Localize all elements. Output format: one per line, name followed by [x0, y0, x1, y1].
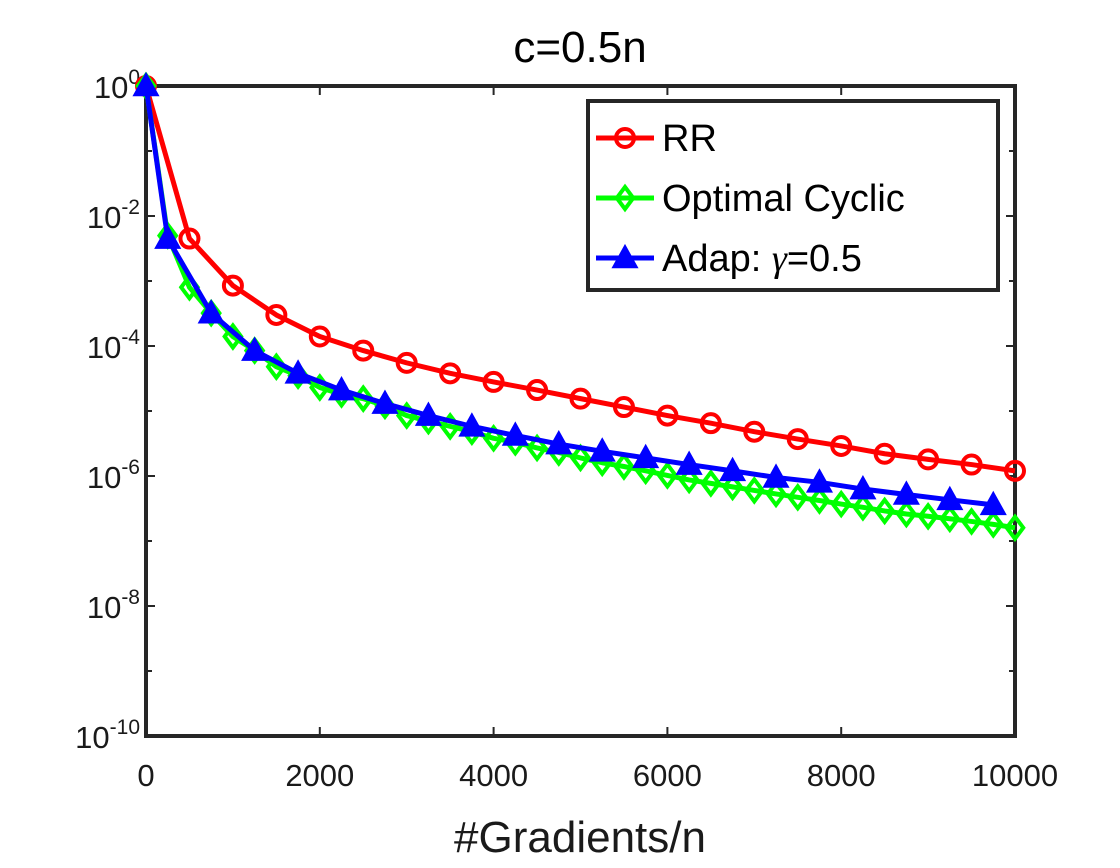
- data-point-adap: [197, 299, 225, 324]
- legend-label-adap: Adap: γ=0.5: [662, 238, 862, 280]
- data-point-rr: [1004, 459, 1026, 482]
- data-point-optimal-cyclic: [765, 479, 787, 509]
- data-point-rr: [656, 404, 679, 427]
- data-point-adap: [675, 450, 703, 475]
- data-point-adap: [762, 463, 790, 488]
- legend-label-adap-prefix: Adap:: [662, 238, 772, 280]
- y-tick-label: 100: [94, 66, 140, 105]
- data-point-adap: [241, 336, 269, 361]
- data-point-adap: [805, 468, 834, 493]
- data-point-adap: [719, 456, 747, 482]
- x-tick-label: 4000: [459, 758, 528, 793]
- data-point-rr: [308, 325, 331, 348]
- data-point-optimal-cyclic: [873, 496, 896, 526]
- data-point-adap: [284, 359, 312, 384]
- x-axis-label: #Gradients/n: [454, 813, 706, 862]
- data-point-optimal-cyclic: [526, 433, 548, 463]
- legend-marker-shape-optimal-cyclic: [614, 183, 636, 213]
- data-point-rr: [786, 428, 809, 451]
- y-tick-label: 10-6: [87, 456, 140, 495]
- x-tick-label: 10000: [972, 758, 1058, 793]
- data-point-adap: [849, 474, 877, 500]
- data-point-adap: [327, 375, 356, 401]
- data-point-optimal-cyclic: [743, 476, 766, 505]
- data-point-rr: [569, 387, 592, 410]
- data-point-rr: [178, 227, 201, 250]
- data-point-rr: [699, 412, 722, 435]
- legend-marker-adap: [611, 243, 639, 269]
- x-tick-label: 8000: [807, 758, 876, 793]
- y-tick-label: 10-8: [87, 586, 140, 625]
- data-point-optimal-cyclic: [895, 499, 918, 529]
- y-tick-label: 10-10: [75, 716, 140, 755]
- y-tick-label: 10-2: [87, 196, 140, 235]
- data-point-optimal-cyclic: [939, 504, 961, 534]
- series-layer: [132, 71, 1026, 543]
- data-point-rr: [352, 339, 375, 362]
- axis-ticks: 0 2000 4000 6000 8000 10000 100 10-2 10-4 10-6 10-…: [75, 66, 1058, 793]
- legend-marker-shape-adap: [611, 243, 639, 269]
- data-point-adap: [588, 437, 616, 462]
- data-point-adap: [154, 224, 182, 249]
- legend-label-rr: RR: [662, 118, 717, 160]
- data-point-optimal-cyclic: [808, 486, 831, 515]
- data-point-rr: [221, 274, 244, 297]
- data-point-optimal-cyclic: [656, 461, 679, 490]
- data-point-adap: [545, 429, 573, 455]
- data-point-optimal-cyclic: [721, 472, 744, 502]
- data-point-adap: [414, 401, 442, 426]
- x-tick-label: 6000: [633, 758, 702, 793]
- legend: RR Optimal Cyclic Adap: γ=0.5: [586, 99, 1000, 292]
- legend-label-adap-symbol: γ: [772, 238, 788, 280]
- data-point-rr: [482, 370, 505, 393]
- x-tick-label: 0: [137, 758, 154, 793]
- data-point-optimal-cyclic: [1004, 513, 1026, 543]
- data-point-rr: [395, 351, 418, 374]
- data-point-optimal-cyclic: [700, 469, 722, 498]
- data-point-rr: [612, 396, 635, 419]
- data-point-optimal-cyclic: [482, 423, 505, 453]
- data-point-optimal-cyclic: [222, 322, 244, 351]
- data-point-adap: [892, 480, 920, 505]
- data-point-rr: [743, 420, 766, 443]
- legend-marker-shape-rr: [614, 127, 636, 149]
- data-point-adap: [936, 485, 964, 511]
- data-point-optimal-cyclic: [678, 465, 700, 495]
- data-point-optimal-cyclic: [613, 452, 635, 481]
- data-point-adap: [501, 421, 529, 446]
- data-point-optimal-cyclic: [569, 443, 592, 473]
- data-point-rr: [265, 303, 288, 326]
- y-tick-label: 10-4: [87, 326, 140, 365]
- x-tick-label: 2000: [285, 758, 354, 793]
- legend-label-adap-suffix: =0.5: [787, 238, 862, 280]
- data-point-optimal-cyclic: [960, 507, 983, 536]
- legend-box: [586, 99, 1000, 292]
- data-point-adap: [458, 412, 486, 437]
- data-point-adap: [371, 389, 399, 414]
- legend-marker-rr: [614, 127, 636, 149]
- data-point-rr: [830, 434, 853, 457]
- legend-label-optimal-cyclic: Optimal Cyclic: [662, 178, 905, 220]
- data-point-optimal-cyclic: [830, 489, 852, 519]
- chart-title: c=0.5n: [513, 23, 646, 72]
- data-point-rr: [960, 453, 983, 476]
- data-point-optimal-cyclic: [787, 482, 809, 512]
- data-point-rr: [873, 442, 896, 465]
- data-point-rr: [917, 448, 940, 471]
- legend-marker-optimal-cyclic: [614, 183, 636, 213]
- data-point-adap: [632, 443, 660, 469]
- data-point-rr: [526, 379, 549, 402]
- data-point-adap: [132, 71, 160, 97]
- data-point-optimal-cyclic: [917, 501, 939, 531]
- data-point-adap: [979, 490, 1007, 516]
- data-point-optimal-cyclic: [852, 492, 874, 522]
- series-adap: [132, 71, 1007, 516]
- data-point-rr: [439, 362, 462, 385]
- data-point-optimal-cyclic: [982, 510, 1005, 539]
- series-line-rr: [143, 85, 1016, 474]
